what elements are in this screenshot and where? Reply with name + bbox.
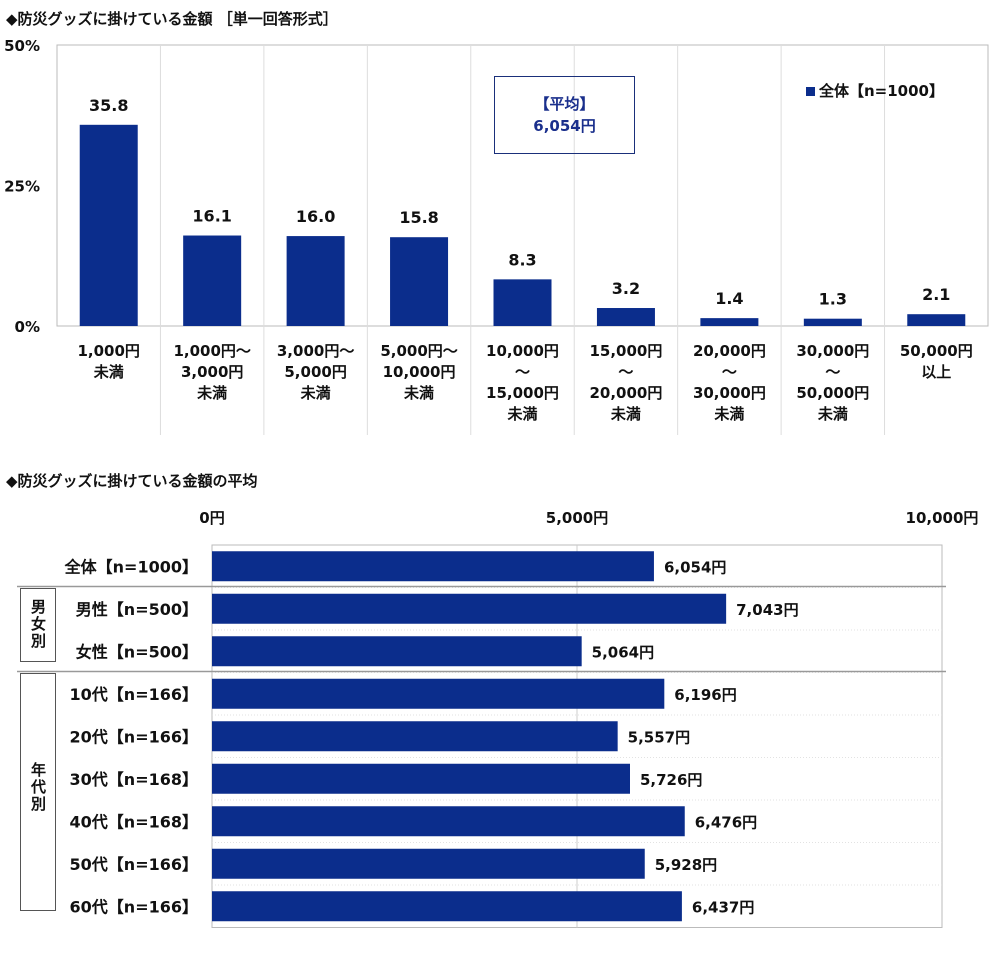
average-annotation-box: 【平均】 6,054円 (494, 76, 635, 154)
x-tick-label: 30,000円 (796, 342, 869, 360)
x-tick-label: 15,000円 (589, 342, 662, 360)
group-label-gender: 男女別 (31, 598, 47, 650)
x-tick-label: 1,000円～ (173, 342, 250, 360)
data-label: 6,054円 (664, 558, 726, 576)
data-label: 5,557円 (628, 728, 690, 746)
x-tick-label: 50,000円 (900, 342, 973, 360)
x-tick-label: 30,000円 (693, 384, 766, 402)
category-label: 40代【n=168】 (70, 812, 198, 831)
data-label: 35.8 (89, 96, 128, 115)
x-tick-label: 3,000円～ (277, 342, 354, 360)
data-label: 5,928円 (655, 856, 717, 874)
legend: 全体【n=1000】 (806, 80, 944, 101)
x-tick-label: 20,000円 (589, 384, 662, 402)
group-box-age: 年代別 (20, 673, 56, 911)
data-label: 8.3 (508, 250, 536, 269)
category-label: 30代【n=168】 (70, 770, 198, 789)
average-value: 6,054円 (533, 117, 596, 135)
bar (212, 593, 727, 624)
bar (212, 678, 665, 709)
bar (803, 318, 862, 326)
data-label: 7,043円 (736, 601, 798, 619)
average-label: 【平均】 (534, 95, 595, 113)
bar (493, 279, 552, 326)
category-label: 10代【n=166】 (70, 685, 198, 704)
data-label: 6,476円 (695, 813, 757, 831)
category-label: 男性【n=500】 (76, 600, 198, 619)
bar (183, 235, 242, 326)
category-label: 20代【n=166】 (70, 727, 198, 746)
bar (212, 848, 645, 879)
bar (212, 551, 654, 582)
category-label: 全体【n=1000】 (64, 557, 198, 576)
data-label: 6,437円 (692, 898, 754, 916)
category-label: 女性【n=500】 (76, 642, 198, 661)
bar (212, 763, 630, 794)
x-tick-label: 未満 (93, 363, 124, 381)
x-tick-label: 未満 (817, 405, 848, 423)
x-tick-label: 5,000円～ (380, 342, 457, 360)
x-tick-label: 3,000円 (181, 363, 243, 381)
data-label: 2.1 (922, 285, 950, 304)
x-tick-label: ～ (825, 363, 840, 381)
x-tick-label: 50,000円 (796, 384, 869, 402)
data-label: 1.3 (819, 290, 847, 309)
group-label-age: 年代別 (31, 761, 47, 813)
x-tick-label: 5,000円 (284, 363, 346, 381)
x-tick-label: 10,000円 (906, 509, 979, 527)
x-tick-label: 未満 (713, 405, 744, 423)
chart1-title: ◆防災グッズに掛けている金額 ［単一回答形式］ (6, 10, 338, 28)
data-label: 16.0 (296, 207, 335, 226)
bar (700, 318, 759, 326)
x-tick-label: 10,000円 (486, 342, 559, 360)
chart1-svg: 0%25%50%35.81,000円未満16.11,000円～3,000円未満1… (4, 37, 989, 435)
x-tick-label: 未満 (300, 384, 331, 402)
x-tick-label: ～ (618, 363, 633, 381)
x-tick-label: 15,000円 (486, 384, 559, 402)
bar (212, 806, 685, 837)
data-label: 1.4 (715, 289, 743, 308)
data-label: 3.2 (612, 279, 640, 298)
y-tick-label: 0% (15, 318, 40, 336)
x-tick-label: 未満 (403, 384, 434, 402)
x-tick-label: 以上 (921, 363, 951, 381)
category-label: 60代【n=166】 (70, 897, 198, 916)
x-tick-label: 0円 (199, 509, 224, 527)
chart2-title: ◆防災グッズに掛けている金額の平均 (6, 472, 258, 490)
chart2-svg: 0円 5,000円 10,000円 6,054円 全体【n=1000】 7,043円 男性【… (17, 509, 979, 928)
x-tick-label: 未満 (196, 384, 227, 402)
x-tick-label: 1,000円 (77, 342, 139, 360)
bar (79, 124, 138, 326)
data-label: 16.1 (192, 207, 231, 226)
x-tick-label: ～ (722, 363, 737, 381)
legend-swatch (806, 87, 815, 96)
group-box-gender: 男女別 (20, 588, 56, 662)
y-tick-label: 25% (4, 178, 40, 196)
x-tick-label: 未満 (506, 405, 537, 423)
data-label: 5,064円 (592, 643, 654, 661)
x-tick-label: 5,000円 (546, 509, 608, 527)
x-tick-label: 20,000円 (693, 342, 766, 360)
x-tick-label: 未満 (610, 405, 641, 423)
bar (212, 721, 618, 752)
y-tick-label: 50% (4, 37, 40, 55)
bar (212, 636, 582, 667)
data-label: 15.8 (399, 208, 438, 227)
bar (907, 314, 966, 326)
x-tick-label: ～ (515, 363, 530, 381)
data-label: 6,196円 (674, 686, 736, 704)
data-label: 5,726円 (640, 771, 702, 789)
x-tick-label: 10,000円 (383, 363, 456, 381)
legend-label: 全体【n=1000】 (819, 82, 944, 100)
bar (286, 236, 345, 326)
bar (212, 891, 682, 922)
bar (390, 237, 449, 326)
bar (596, 308, 655, 326)
category-label: 50代【n=166】 (70, 855, 198, 874)
